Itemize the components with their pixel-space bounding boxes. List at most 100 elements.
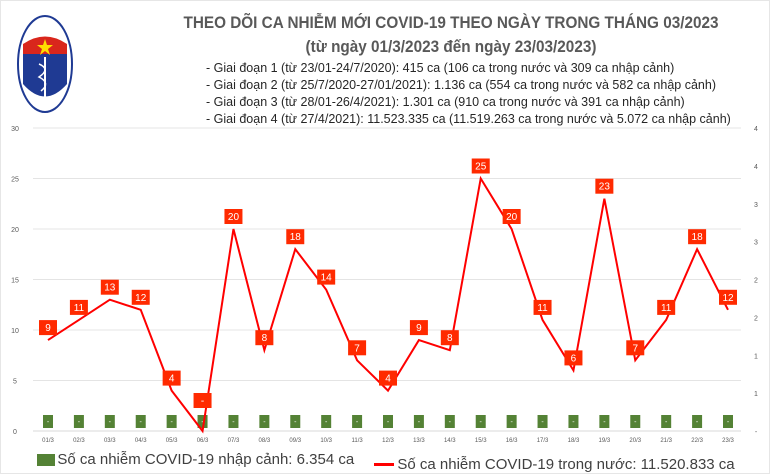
imported-bar-label-box bbox=[321, 415, 332, 428]
legend-item-domestic: Số ca nhiễm COVID-19 trong nước: 11.520.… bbox=[374, 455, 735, 473]
imported-bar-label: - bbox=[696, 419, 699, 426]
domestic-data-label: 8 bbox=[262, 333, 268, 344]
domestic-data-label: 8 bbox=[447, 333, 453, 344]
domestic-data-label: 9 bbox=[45, 323, 51, 334]
domestic-data-label: 12 bbox=[135, 293, 147, 304]
domestic-data-label-box bbox=[224, 209, 243, 224]
imported-bar-label: - bbox=[510, 419, 513, 426]
imported-bar-label-box bbox=[104, 415, 115, 428]
x-tick-label: 10/3 bbox=[320, 438, 332, 444]
imported-bar-label: - bbox=[109, 419, 112, 426]
domestic-data-label-box bbox=[317, 269, 336, 285]
x-tick-label: 22/3 bbox=[691, 438, 703, 444]
x-tick-label: 20/3 bbox=[629, 438, 641, 444]
legend-label-domestic: Số ca nhiễm COVID-19 trong nước: 11.520.… bbox=[397, 455, 735, 473]
x-tick-label: 08/3 bbox=[259, 438, 271, 444]
y-right-tick-label: 4 bbox=[754, 164, 758, 171]
imported-bar-label-box bbox=[73, 415, 84, 428]
imported-bar-label: - bbox=[47, 419, 50, 426]
imported-bar-label-box bbox=[723, 415, 733, 428]
domestic-data-label-box bbox=[39, 320, 57, 336]
imported-bar-label-box bbox=[259, 415, 270, 428]
y-left-tick-label: 15 bbox=[11, 278, 19, 285]
imported-bar-label-box bbox=[166, 415, 177, 428]
domestic-data-label-box bbox=[348, 340, 367, 356]
x-tick-label: 17/3 bbox=[537, 438, 549, 444]
y-left-tick-label: 10 bbox=[11, 328, 19, 335]
y-left-tick-label: 5 bbox=[13, 379, 17, 386]
y-right-tick-label: 2 bbox=[754, 278, 758, 285]
domestic-data-label: 7 bbox=[354, 343, 360, 354]
domestic-data-label-box bbox=[502, 209, 521, 224]
domestic-data-label: 11 bbox=[661, 303, 672, 314]
legend-swatch-red-line bbox=[374, 462, 395, 466]
chart-title: THEO DÕI CA NHIỄM MỚI COVID-19 THEO NGÀY… bbox=[183, 13, 719, 32]
domestic-data-label: 14 bbox=[321, 273, 333, 284]
note-phase-4: - Giai đoạn 4 (từ 27/4/2021): 11.523.335… bbox=[206, 112, 731, 126]
legend: Số ca nhiễm COVID-19 nhập cảnh: 6.354 ca… bbox=[1, 451, 769, 473]
y-right-tick-label: 1 bbox=[754, 391, 758, 398]
y-right-tick-label: 3 bbox=[754, 202, 758, 209]
domestic-data-label-box bbox=[657, 299, 676, 315]
note-phase-3: - Giai đoạn 3 (từ 28/01-26/4/2021): 1.30… bbox=[206, 95, 685, 109]
imported-bar-label-box bbox=[43, 415, 53, 428]
imported-bar-label: - bbox=[634, 419, 637, 426]
imported-bar-label-box bbox=[135, 415, 146, 428]
imported-bar-label-box bbox=[661, 415, 672, 428]
imported-bar-label-box bbox=[290, 415, 301, 428]
domestic-data-label-box bbox=[255, 330, 274, 346]
x-tick-label: 01/3 bbox=[42, 438, 54, 444]
x-tick-label: 05/3 bbox=[166, 438, 178, 444]
x-tick-label: 12/3 bbox=[382, 438, 394, 444]
domestic-data-label: 7 bbox=[632, 343, 638, 354]
y-left-tick-label: 30 bbox=[11, 126, 19, 133]
imported-bar-label-box bbox=[599, 415, 610, 428]
domestic-data-label-box bbox=[626, 340, 645, 356]
domestic-data-label: 4 bbox=[385, 374, 391, 385]
x-tick-label: 11/3 bbox=[351, 438, 363, 444]
domestic-data-label-box bbox=[719, 289, 737, 305]
x-tick-label: 14/3 bbox=[444, 438, 456, 444]
imported-bar-label: - bbox=[78, 419, 81, 426]
y-right-tick-label: - bbox=[755, 429, 758, 436]
domestic-data-label: 9 bbox=[416, 323, 422, 334]
x-tick-label: 06/3 bbox=[197, 438, 209, 444]
imported-bar-label: - bbox=[480, 419, 483, 426]
imported-bar-label-box bbox=[228, 415, 239, 428]
domestic-data-label-box bbox=[409, 320, 428, 336]
domestic-data-label: 13 bbox=[104, 283, 116, 294]
imported-bar-label: - bbox=[232, 419, 235, 426]
imported-bar-label-box bbox=[352, 415, 363, 428]
imported-bar-label: - bbox=[665, 419, 668, 426]
x-tick-label: 21/3 bbox=[660, 438, 672, 444]
legend-item-imported: Số ca nhiễm COVID-19 nhập cảnh: 6.354 ca bbox=[37, 451, 354, 468]
imported-bar-label-box bbox=[568, 415, 579, 428]
imported-bar-label-box bbox=[444, 415, 455, 428]
x-tick-label: 19/3 bbox=[599, 438, 611, 444]
imported-bar-label: - bbox=[541, 419, 544, 426]
imported-bar-label: - bbox=[418, 419, 421, 426]
domestic-data-label: 11 bbox=[74, 303, 85, 314]
x-tick-label: 15/3 bbox=[475, 438, 487, 444]
domestic-data-label: 18 bbox=[290, 232, 302, 243]
domestic-data-label: 12 bbox=[722, 293, 734, 304]
domestic-data-label: 20 bbox=[506, 212, 518, 223]
domestic-data-label-box bbox=[440, 330, 459, 346]
domestic-data-label-box bbox=[379, 370, 397, 386]
note-phase-1: - Giai đoạn 1 (từ 23/01-24/7/2020): 415 … bbox=[206, 61, 675, 75]
imported-bar-label: - bbox=[603, 419, 606, 426]
x-tick-label: 09/3 bbox=[289, 438, 301, 444]
x-tick-label: 07/3 bbox=[228, 438, 240, 444]
imported-bar-label: - bbox=[387, 419, 390, 426]
legend-label-imported: Số ca nhiễm COVID-19 nhập cảnh: 6.354 ca bbox=[57, 451, 355, 468]
imported-bar-label: - bbox=[201, 419, 204, 426]
imported-bar-label-box bbox=[630, 415, 641, 428]
domestic-data-label-box bbox=[595, 178, 614, 194]
domestic-data-label: 11 bbox=[537, 303, 548, 314]
imported-bar-label: - bbox=[356, 419, 359, 426]
imported-bar-label: - bbox=[263, 419, 266, 426]
domestic-data-label: 23 bbox=[599, 182, 611, 193]
x-tick-label: 18/3 bbox=[568, 438, 580, 444]
domestic-data-label-box bbox=[471, 158, 490, 174]
